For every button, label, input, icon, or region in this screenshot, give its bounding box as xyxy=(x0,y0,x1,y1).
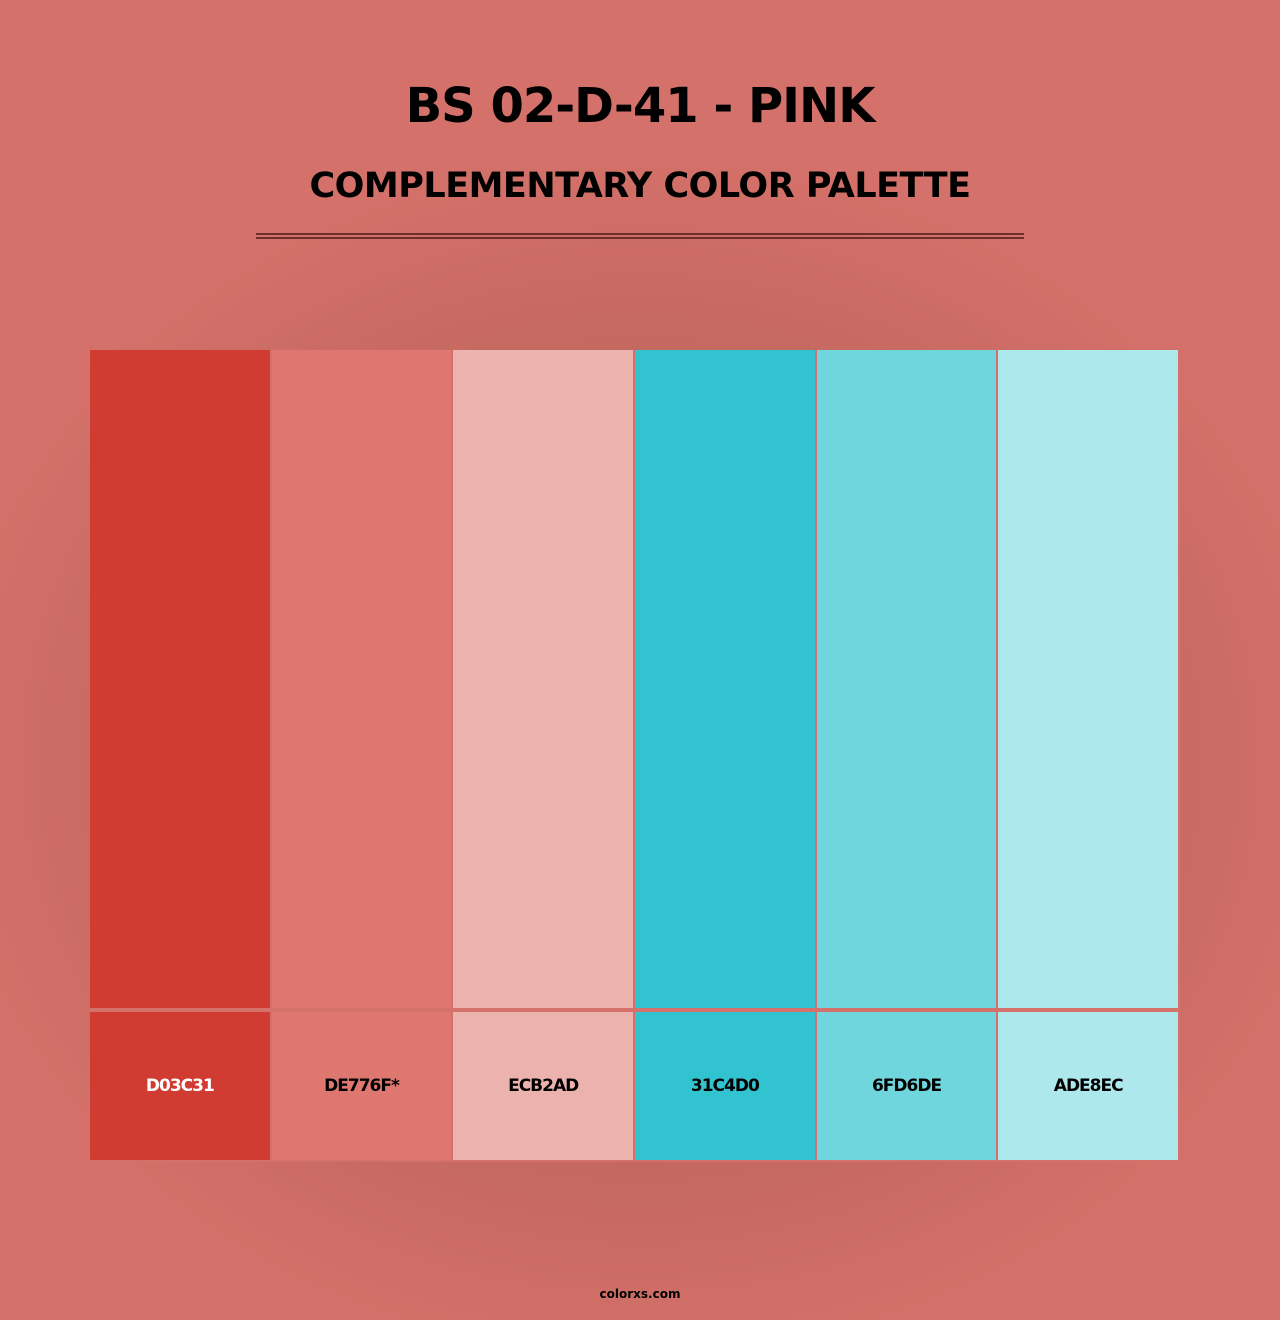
page-subtitle: COMPLEMENTARY COLOR PALETTE xyxy=(309,166,971,206)
color-hex-label[interactable]: 6FD6DE xyxy=(816,1012,997,1160)
color-hex-label[interactable]: ADE8EC xyxy=(998,1012,1179,1160)
footer-site[interactable]: colorxs.com xyxy=(599,1287,681,1301)
color-palette: D03C31 DE776F* ECB2AD 31C4D0 6FD6DE ADE8EC xyxy=(90,350,1180,1162)
page-title: BS 02-D-41 - PINK xyxy=(405,78,876,134)
color-hex-label[interactable]: 31C4D0 xyxy=(635,1012,815,1160)
palette-color-column[interactable]: DE776F* xyxy=(271,350,452,1160)
color-swatch[interactable] xyxy=(90,350,270,1008)
color-swatch[interactable] xyxy=(635,350,815,1008)
color-swatch[interactable] xyxy=(816,350,997,1008)
divider xyxy=(256,237,1024,239)
palette-color-column[interactable]: 31C4D0 xyxy=(635,350,815,1160)
divider xyxy=(256,233,1024,235)
palette-color-column[interactable]: ADE8EC xyxy=(998,350,1179,1160)
color-hex-label[interactable]: DE776F* xyxy=(271,1012,452,1160)
palette-color-column[interactable]: ECB2AD xyxy=(453,350,634,1160)
color-hex-label[interactable]: D03C31 xyxy=(90,1012,270,1160)
color-swatch[interactable] xyxy=(271,350,452,1008)
color-swatch[interactable] xyxy=(998,350,1179,1008)
color-hex-label[interactable]: ECB2AD xyxy=(453,1012,634,1160)
palette-color-column[interactable]: 6FD6DE xyxy=(816,350,997,1160)
color-swatch[interactable] xyxy=(453,350,634,1008)
palette-color-column[interactable]: D03C31 xyxy=(90,350,270,1160)
